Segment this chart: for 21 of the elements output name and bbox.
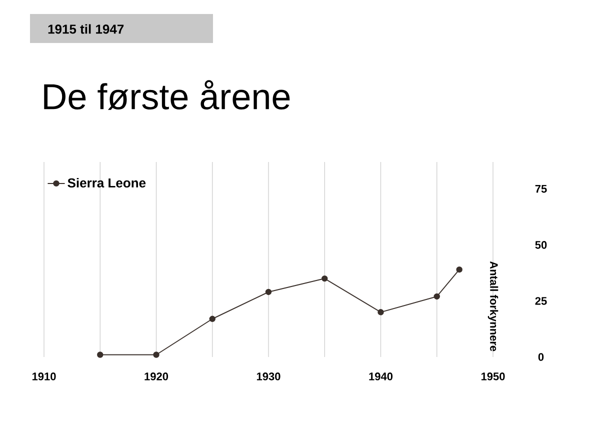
x-tick-label: 1920 (144, 372, 168, 380)
point (378, 309, 384, 316)
y-tick-label: 75 (535, 185, 547, 193)
x-tick-label: 1950 (481, 372, 505, 380)
y-tick-label: 25 (535, 297, 547, 305)
point (209, 316, 216, 322)
y-axis-title: Antall forkynnere (488, 261, 498, 352)
point (434, 293, 440, 300)
point (97, 352, 104, 358)
chart-title: De første årene (44, 80, 290, 110)
legend-label: Sierra Leone (68, 178, 146, 188)
point (456, 266, 462, 273)
x-tick-label: 1940 (369, 372, 393, 380)
x-tick-label: 1930 (256, 372, 280, 380)
y-tick-label: 0 (538, 353, 544, 361)
chart-subtitle: 1915 til 1947 (48, 24, 124, 34)
point (153, 352, 160, 358)
point (265, 288, 272, 296)
y-tick-label: 50 (535, 241, 547, 249)
point (322, 275, 328, 282)
x-tick-label: 1910 (32, 372, 56, 380)
